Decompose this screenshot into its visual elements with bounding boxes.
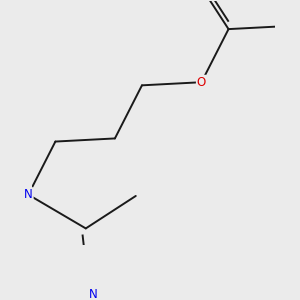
- Text: N: N: [89, 288, 98, 300]
- Text: O: O: [197, 76, 206, 89]
- Text: N: N: [24, 188, 33, 201]
